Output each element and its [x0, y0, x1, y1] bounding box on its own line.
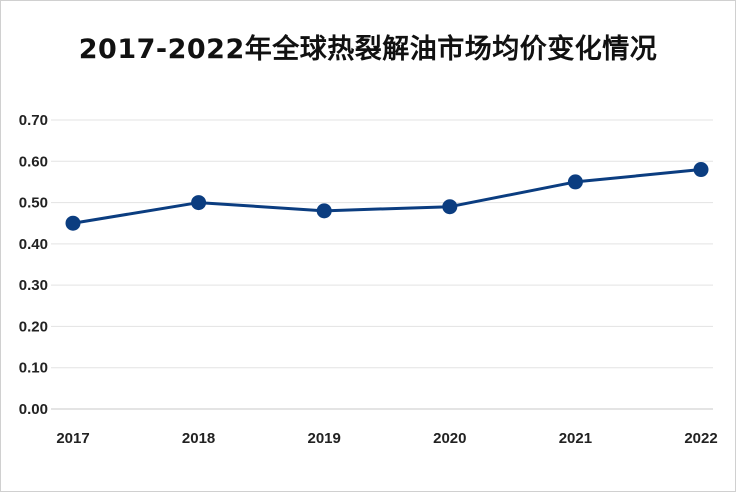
- x-tick-label: 2022: [684, 430, 717, 447]
- data-point: [65, 215, 81, 231]
- x-tick-label: 2020: [433, 430, 466, 447]
- y-tick-label: 0.60: [19, 153, 48, 170]
- y-tick-label: 0.10: [19, 360, 48, 377]
- x-tick-label: 2017: [56, 430, 89, 447]
- y-tick-label: 0.30: [19, 277, 48, 294]
- x-tick-label: 2021: [559, 430, 592, 447]
- x-tick-label: 2019: [308, 430, 341, 447]
- y-tick-label: 0.00: [19, 401, 48, 418]
- data-point: [442, 199, 458, 215]
- x-tick-label: 2018: [182, 430, 215, 447]
- y-tick-label: 0.70: [19, 112, 48, 129]
- y-tick-label: 0.20: [19, 318, 48, 335]
- data-point: [567, 174, 583, 190]
- data-point: [191, 195, 207, 211]
- y-tick-label: 0.40: [19, 236, 48, 253]
- chart-title: 2017-2022年全球热裂解油市场均价变化情况: [78, 34, 658, 65]
- data-point: [693, 162, 709, 178]
- data-point: [316, 203, 332, 219]
- series-line: [72, 168, 702, 225]
- y-tick-label: 0.50: [19, 195, 48, 212]
